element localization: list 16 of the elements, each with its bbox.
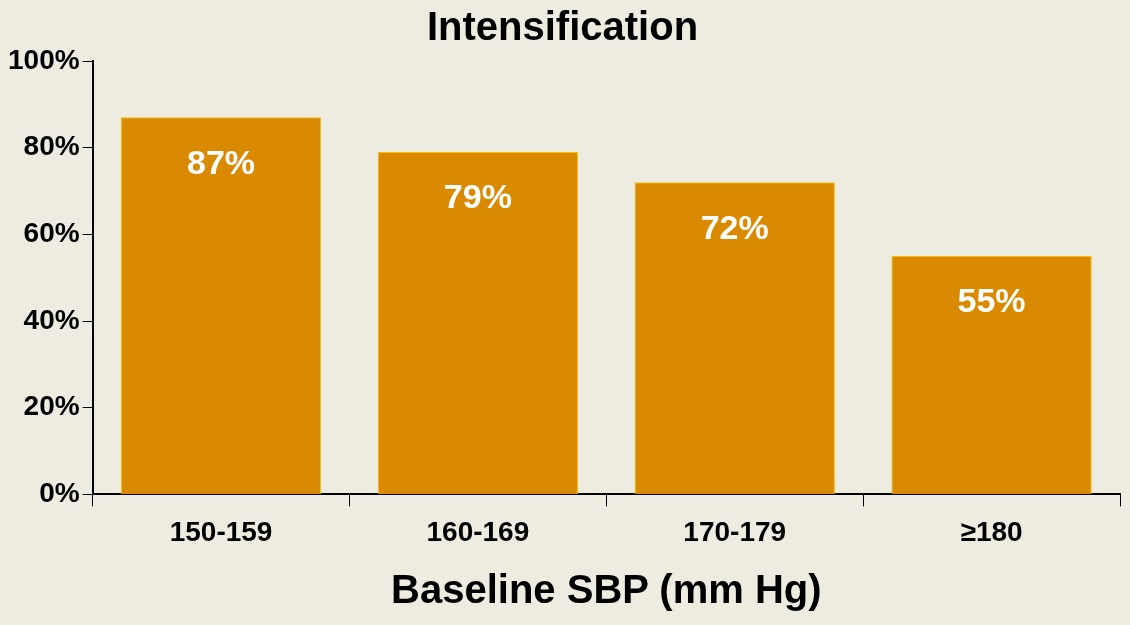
x-tick-label: 150-159 [169,515,273,547]
data-label: 72% [700,207,769,246]
y-tick-label: 20% [23,390,80,422]
x-axis-title: Baseline SBP (mm Hg) [391,567,822,612]
x-tick-label: 170-179 [683,515,787,547]
chart-title: Intensification [426,4,699,49]
y-tick-label: 100% [7,43,80,75]
data-label: 55% [957,281,1026,320]
y-tick-label: 40% [23,303,80,335]
x-tick-label: 160-169 [426,515,530,547]
data-label: 87% [187,142,256,181]
data-label: 79% [443,177,512,216]
y-tick-label: 0% [39,477,80,509]
x-tick-label: ≥180 [960,515,1023,547]
y-tick-label: 80% [23,130,80,162]
y-tick-label: 60% [23,217,80,249]
